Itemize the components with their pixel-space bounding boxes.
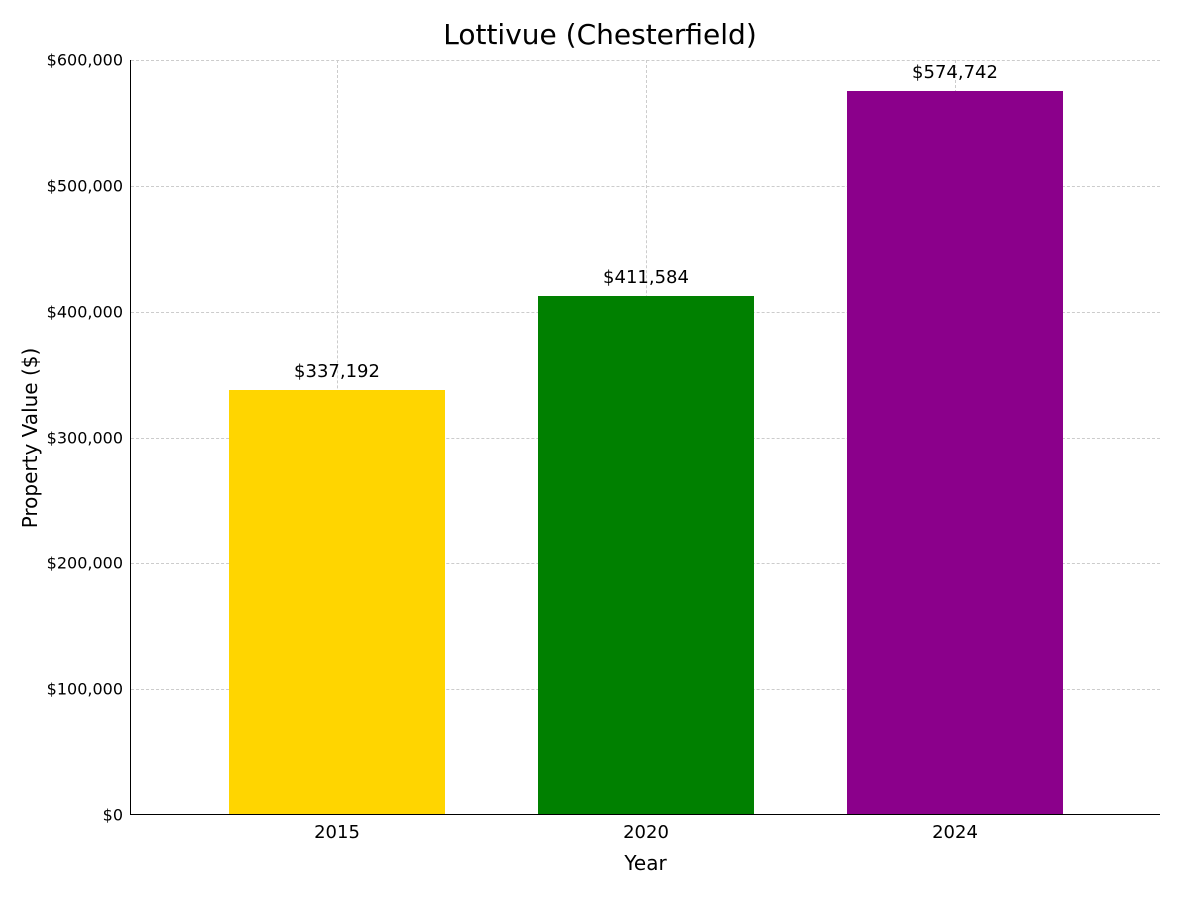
bar xyxy=(538,296,754,814)
x-axis-label: Year xyxy=(624,851,666,875)
chart-title: Lottivue (Chesterfield) xyxy=(0,18,1200,51)
ytick-label: $200,000 xyxy=(47,554,123,573)
xtick-label: 2024 xyxy=(932,822,978,843)
chart-container: Lottivue (Chesterfield) $0$100,000$200,0… xyxy=(0,0,1200,900)
bar-value-label: $337,192 xyxy=(294,361,380,382)
bar xyxy=(847,91,1063,814)
bar-value-label: $574,742 xyxy=(912,62,998,83)
ytick-label: $500,000 xyxy=(47,176,123,195)
xtick-label: 2020 xyxy=(623,822,669,843)
ytick-label: $400,000 xyxy=(47,302,123,321)
y-axis-label: Property Value ($) xyxy=(18,347,42,528)
bar-value-label: $411,584 xyxy=(603,267,689,288)
ytick-label: $600,000 xyxy=(47,51,123,70)
ytick-label: $100,000 xyxy=(47,680,123,699)
plot-area: $0$100,000$200,000$300,000$400,000$500,0… xyxy=(130,60,1160,815)
ytick-label: $300,000 xyxy=(47,428,123,447)
xtick-label: 2015 xyxy=(314,822,360,843)
bar xyxy=(229,390,445,814)
ytick-label: $0 xyxy=(103,806,123,825)
